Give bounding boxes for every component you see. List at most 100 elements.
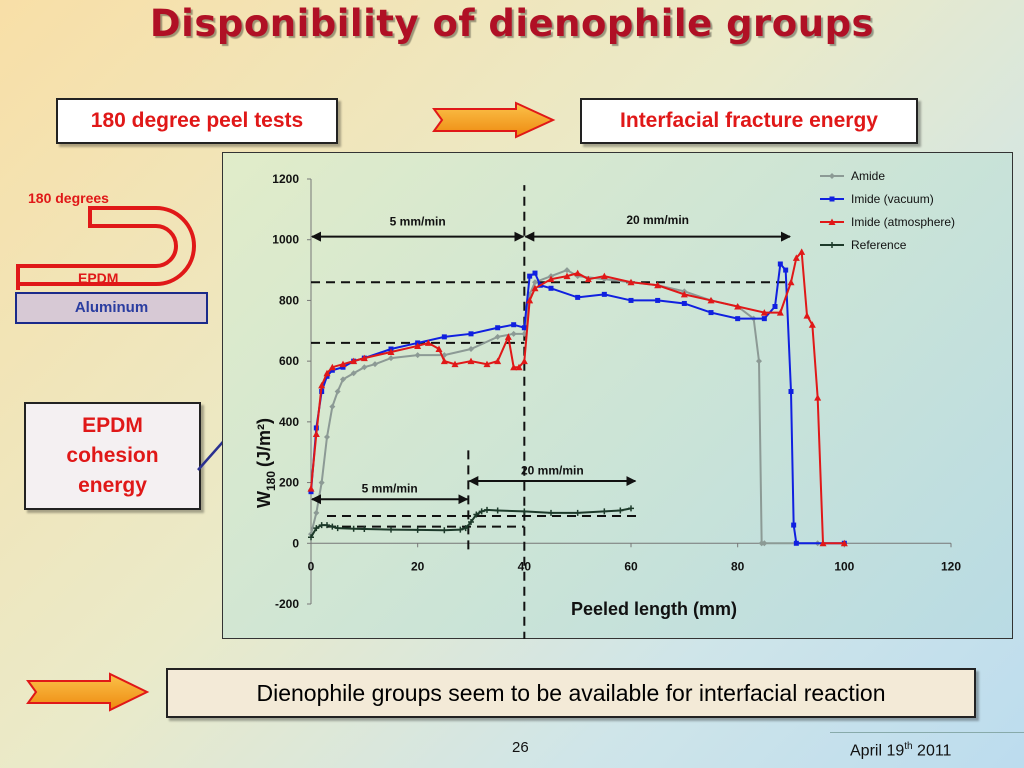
data-point (574, 509, 581, 516)
data-point (777, 261, 783, 267)
data-point (388, 355, 394, 362)
data-point (515, 363, 523, 371)
data-point (627, 278, 635, 286)
y-tick-label: 400 (279, 415, 299, 429)
legend-label: Imide (vacuum) (851, 192, 934, 206)
data-point (532, 270, 538, 276)
data-point (531, 284, 539, 292)
data-point (563, 272, 571, 280)
series-reference (308, 505, 634, 541)
y-axis-title: W180 (J/m²) (254, 418, 278, 508)
data-point (329, 403, 336, 410)
data-point (318, 479, 325, 486)
data-point (829, 173, 835, 179)
data-point (707, 296, 715, 304)
data-point (617, 507, 624, 514)
legend-item: Imide (atmosphere) (820, 215, 955, 229)
date-year: 2011 (912, 742, 952, 760)
data-point (307, 485, 315, 492)
data-point (798, 248, 806, 255)
peel-geometry-icon (16, 206, 196, 290)
x-axis-title: Peeled length (mm) (571, 599, 737, 619)
series-line (310, 268, 818, 545)
aluminum-layer: Aluminum (15, 292, 208, 324)
data-point (494, 357, 502, 365)
data-point (761, 540, 768, 547)
data-point (628, 297, 634, 303)
page-number: 26 (512, 739, 529, 756)
y-tick-label: 1200 (272, 172, 299, 186)
slide-title: Disponibility of dienophile groups (149, 2, 875, 45)
date-sup: th (904, 741, 913, 752)
data-point (328, 363, 336, 371)
y-axis-title-main: W (254, 491, 274, 508)
cohesion-energy-label: EPDM cohesion energy (66, 414, 159, 497)
data-point (787, 278, 795, 286)
data-point (776, 309, 784, 316)
data-point (734, 303, 742, 310)
data-point (318, 522, 325, 529)
data-point (324, 373, 330, 379)
data-point (324, 522, 330, 529)
series-amide (308, 267, 821, 547)
data-point (457, 526, 464, 533)
epdm-layer-label: EPDM (78, 270, 119, 286)
data-point (350, 357, 358, 365)
data-point (526, 296, 534, 304)
data-point (329, 367, 335, 373)
data-point (520, 357, 528, 365)
rate-label: 20 mm/min (626, 213, 689, 227)
conclusion-arrow-icon (26, 672, 150, 712)
data-point (440, 357, 448, 365)
data-point (532, 279, 538, 286)
data-point (340, 364, 346, 370)
data-point (494, 333, 501, 340)
data-point (323, 369, 331, 377)
data-point (360, 354, 368, 362)
y-axis-title-sub: 180 (264, 471, 278, 491)
x-tick-label: 100 (834, 559, 854, 573)
aluminum-label: Aluminum (74, 299, 149, 316)
data-point (361, 364, 368, 371)
y-tick-label: 0 (292, 536, 299, 550)
data-point (803, 312, 811, 319)
data-point (372, 361, 378, 368)
footer-date: April 19th 2011 (850, 741, 951, 760)
data-point (318, 381, 326, 389)
legend-item: Reference (820, 238, 907, 252)
data-point (708, 310, 714, 316)
y-tick-label: 800 (279, 293, 299, 307)
y-tick-label: 200 (279, 476, 299, 490)
data-point (504, 333, 512, 340)
data-point (334, 525, 341, 532)
angle-label: 180 degrees (28, 190, 109, 206)
data-point (521, 330, 528, 337)
legend-label: Reference (851, 238, 907, 252)
data-point (441, 527, 448, 534)
legend-label: Amide (851, 169, 885, 183)
legend-item: Imide (vacuum) (820, 192, 934, 206)
data-point (510, 363, 518, 371)
data-point (829, 196, 835, 202)
data-point (601, 508, 608, 515)
data-point (414, 342, 422, 349)
data-point (819, 539, 827, 547)
data-point (483, 360, 491, 368)
data-point (308, 534, 314, 541)
data-point (772, 304, 778, 309)
data-point (829, 242, 835, 248)
data-point (329, 523, 336, 530)
data-point (313, 525, 320, 532)
data-point (473, 511, 480, 518)
data-point (521, 325, 527, 331)
data-point (814, 394, 822, 401)
data-point (468, 519, 474, 526)
series-line (310, 261, 845, 545)
data-point (484, 506, 490, 513)
data-point (435, 345, 443, 352)
peel-tests-box: 180 degree peel tests (56, 98, 338, 144)
data-point (792, 254, 800, 261)
x-tick-label: 0 (308, 559, 315, 573)
fracture-energy-box: Interfacial fracture energy (580, 98, 918, 144)
conclusion-text: Dienophile groups seem to be available f… (256, 680, 886, 706)
